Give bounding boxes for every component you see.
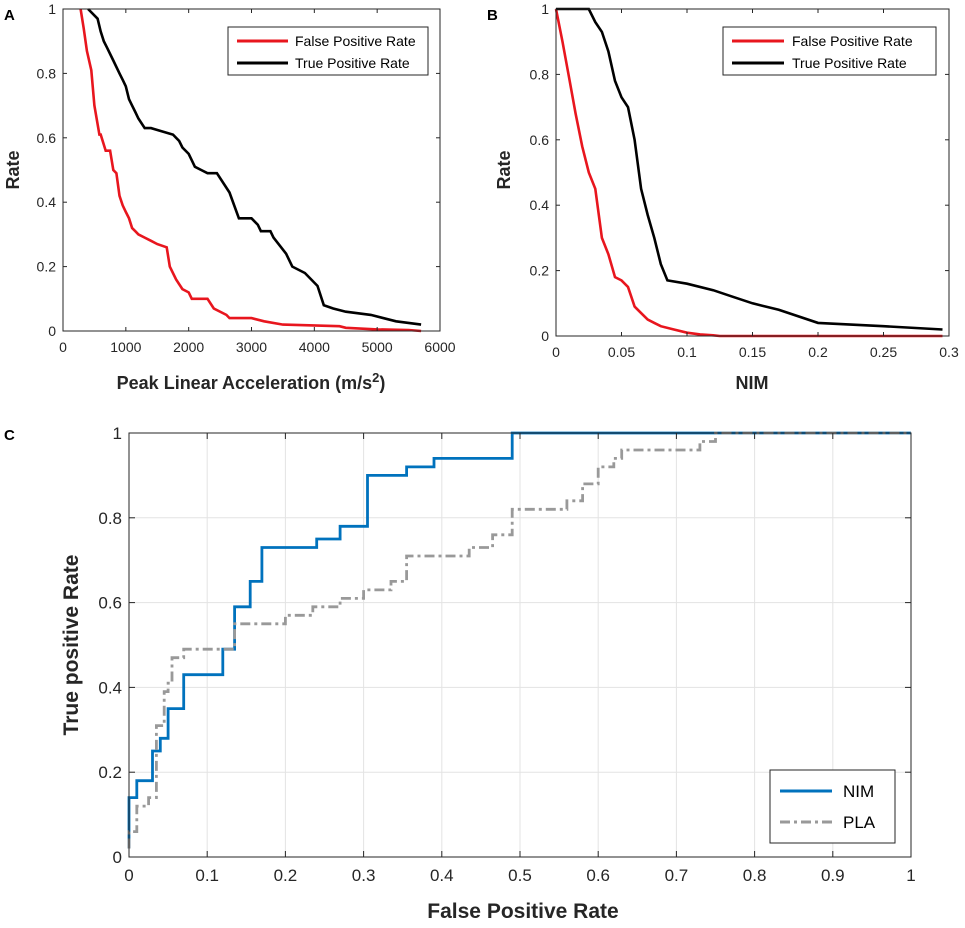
legend-entry-b-tpr: True Positive Rate	[792, 55, 907, 71]
x-tick-label-c-9: 0.9	[821, 866, 845, 885]
legend-box-b	[722, 26, 937, 76]
panel-label-c: C	[4, 427, 15, 444]
series-line-a-true-positive-rate	[87, 8, 422, 326]
legend-entry-a-fpr: False Positive Rate	[295, 33, 416, 49]
x-tick-label-c-10: 1	[906, 866, 915, 885]
y-tick-label-c-3: 0.6	[98, 594, 122, 613]
legend-entry-c-pla: PLA	[843, 813, 876, 832]
x-tick-label-a-2: 2000	[173, 339, 204, 355]
x-tick-label-c-2: 0.2	[274, 866, 298, 885]
y-axis-label-b: Rate	[494, 150, 514, 189]
x-tick-label-a-5: 5000	[362, 339, 393, 355]
series-line-c-nim	[127, 431, 911, 849]
series-line-a-false-positive-rate	[79, 8, 422, 333]
series-lines-a	[79, 8, 422, 333]
y-tick-label-c-1: 0.2	[98, 763, 122, 782]
series-line-b-false-positive-rate	[554, 8, 943, 338]
y-ticks-a: 0 0.2 0.4 0.6 0.8 1	[37, 1, 440, 339]
series-line-b-true-positive-rate	[556, 7, 943, 331]
x-tick-label-a-0: 0	[59, 339, 67, 355]
x-axis-label-a: Peak Linear Acceleration (m/s2)	[117, 370, 386, 393]
y-tick-label-c-2: 0.4	[98, 678, 122, 697]
legend-b: False Positive Rate True Positive Rate	[722, 26, 937, 76]
y-ticks-c: 0 0.2 0.4 0.6 0.8 1	[98, 424, 911, 867]
x-tick-label-c-5: 0.5	[508, 866, 532, 885]
x-tick-label-b-1: 0.05	[608, 344, 635, 360]
chart-a: 0 1000 2000 3000 4000 5000 6000 0 0.2 0.4 0.6 0.8 1…	[3, 1, 456, 393]
x-tick-label-b-5: 0.25	[870, 344, 897, 360]
y-tick-label-a-4: 0.8	[37, 65, 57, 81]
y-tick-label-b-2: 0.4	[530, 197, 550, 213]
x-tick-label-b-4: 0.2	[808, 344, 828, 360]
y-tick-label-a-3: 0.6	[37, 130, 57, 146]
x-ticks-c: 0 0.1 0.2 0.3 0.4 0.5 0.6 0.7 0.8 0.9 1	[124, 433, 916, 885]
x-axis-label-b: NIM	[736, 373, 769, 393]
x-tick-label-c-8: 0.8	[743, 866, 767, 885]
y-tick-label-b-3: 0.6	[530, 132, 550, 148]
x-ticks-a: 0 1000 2000 3000 4000 5000 6000	[59, 9, 456, 355]
y-tick-label-a-1: 0.2	[37, 259, 57, 275]
legend-entry-c-nim: NIM	[843, 782, 874, 801]
y-tick-label-b-4: 0.8	[530, 66, 550, 82]
y-tick-label-a-2: 0.4	[37, 194, 57, 210]
y-tick-label-b-0: 0	[541, 328, 549, 344]
x-tick-label-c-7: 0.7	[665, 866, 689, 885]
x-tick-label-b-2: 0.1	[677, 344, 697, 360]
y-tick-label-b-5: 1	[541, 1, 549, 17]
y-axis-label-a: Rate	[3, 150, 23, 189]
x-tick-label-a-6: 6000	[424, 339, 455, 355]
chart-c: 0 0.1 0.2 0.3 0.4 0.5 0.6 0.7 0.8 0.9 1 0 0.2 0.4 0.6…	[60, 424, 916, 923]
x-tick-label-c-3: 0.3	[352, 866, 376, 885]
legend-entry-a-tpr: True Positive Rate	[295, 55, 410, 71]
x-tick-label-b-0: 0	[552, 344, 560, 360]
x-tick-label-a-4: 4000	[299, 339, 330, 355]
y-tick-label-a-0: 0	[48, 323, 56, 339]
legend-entry-b-fpr: False Positive Rate	[792, 33, 913, 49]
legend-a: False Positive Rate True Positive Rate	[227, 26, 429, 76]
x-axis-label-c: False Positive Rate	[427, 900, 618, 923]
legend-box-a	[227, 26, 429, 76]
legend-c: NIM PLA	[769, 769, 896, 844]
x-tick-label-b-3: 0.15	[739, 344, 766, 360]
chart-b: 0 0.05 0.1 0.15 0.2 0.25 0.3 0 0.2 0.4 0.6 0.8 1 NI…	[494, 1, 959, 393]
y-tick-label-c-0: 0	[113, 848, 122, 867]
legend-box-c	[769, 769, 896, 844]
y-tick-label-c-5: 1	[113, 424, 122, 443]
x-tick-label-c-4: 0.4	[430, 866, 454, 885]
y-tick-label-a-5: 1	[48, 1, 56, 17]
y-ticks-b: 0 0.2 0.4 0.6 0.8 1	[530, 1, 949, 344]
panel-label-a: A	[4, 7, 15, 24]
series-lines-c	[127, 431, 911, 849]
y-tick-label-c-4: 0.8	[98, 509, 122, 528]
panel-label-b: B	[487, 7, 498, 24]
x-tick-label-a-1: 1000	[110, 339, 141, 355]
x-tick-label-c-0: 0	[124, 866, 133, 885]
x-tick-label-c-6: 0.6	[586, 866, 610, 885]
x-tick-label-c-1: 0.1	[195, 866, 219, 885]
x-ticks-b: 0 0.05 0.1 0.15 0.2 0.25 0.3	[552, 9, 959, 360]
series-line-c-pla	[127, 431, 911, 849]
x-tick-label-b-6: 0.3	[939, 344, 959, 360]
y-axis-label-c: True positive Rate	[60, 555, 83, 736]
y-tick-label-b-1: 0.2	[530, 263, 550, 279]
x-tick-label-a-3: 3000	[236, 339, 267, 355]
series-lines-b	[554, 7, 943, 338]
